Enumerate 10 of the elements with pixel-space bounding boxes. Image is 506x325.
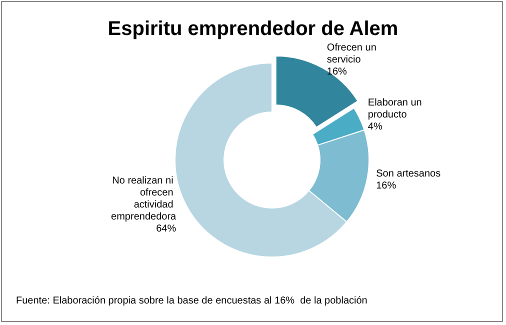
slice-label: Ofrecen un servicio	[326, 42, 380, 66]
slice-label: Son artesanos	[376, 168, 441, 180]
data-label: 16%	[376, 180, 396, 192]
slice-label: Elaboran un producto	[368, 97, 425, 120]
data-label: 64%	[156, 224, 176, 235]
slice-label: No realizan ni ofrecen actividad emprendedora	[111, 176, 177, 223]
source-note: Fuente: Elaboración propia sobre la base de encuestas al 16% de la población	[16, 296, 368, 306]
data-label: 4%	[368, 121, 382, 132]
chart-title: Espiritu emprendedor de Alem	[108, 18, 398, 40]
data-label: 16%	[326, 66, 348, 78]
